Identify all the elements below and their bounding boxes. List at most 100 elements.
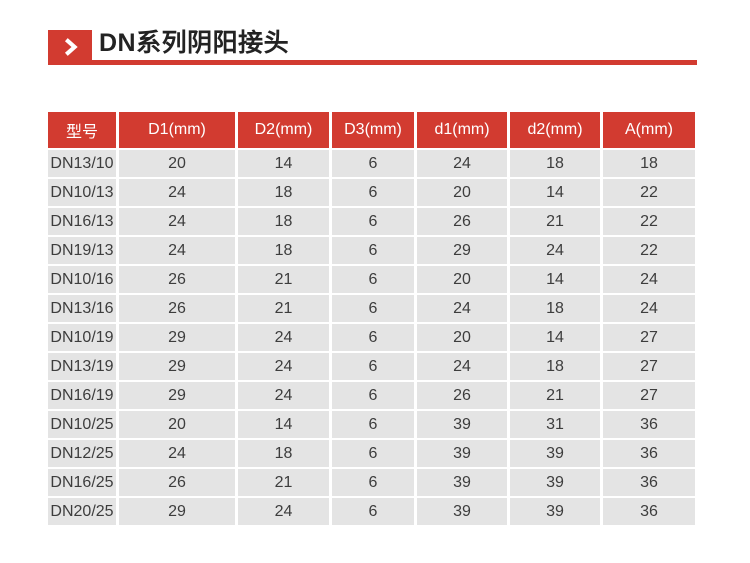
cell-value: 24 xyxy=(238,382,329,409)
page-title: DN系列阴阳接头 xyxy=(99,29,290,57)
cell-value: 18 xyxy=(510,353,600,380)
cell-value: 18 xyxy=(238,179,329,206)
cell-value: 26 xyxy=(417,382,507,409)
cell-value: 6 xyxy=(332,469,414,496)
cell-value: 21 xyxy=(510,208,600,235)
cell-value: 21 xyxy=(238,295,329,322)
cell-value: 29 xyxy=(119,324,235,351)
cell-value: 20 xyxy=(417,179,507,206)
cell-model: DN10/25 xyxy=(48,411,116,438)
cell-value: 24 xyxy=(119,237,235,264)
cell-model: DN10/16 xyxy=(48,266,116,293)
column-header: 型号 xyxy=(48,112,116,148)
cell-value: 6 xyxy=(332,411,414,438)
cell-value: 39 xyxy=(510,498,600,525)
title-underline xyxy=(48,60,697,65)
table-row: DN19/13 24 18 6 29 24 22 xyxy=(48,237,695,264)
cell-value: 14 xyxy=(510,179,600,206)
cell-value: 36 xyxy=(603,469,695,496)
table-row: DN10/19 29 24 6 20 14 27 xyxy=(48,324,695,351)
cell-value: 14 xyxy=(238,150,329,177)
cell-value: 14 xyxy=(510,266,600,293)
cell-value: 6 xyxy=(332,237,414,264)
column-header: D2(mm) xyxy=(238,112,329,148)
cell-value: 39 xyxy=(510,469,600,496)
cell-value: 20 xyxy=(119,411,235,438)
table-row: DN10/16 26 21 6 20 14 24 xyxy=(48,266,695,293)
cell-value: 36 xyxy=(603,411,695,438)
cell-value: 21 xyxy=(510,382,600,409)
cell-value: 18 xyxy=(510,295,600,322)
table-row: DN20/25 29 24 6 39 39 36 xyxy=(48,498,695,525)
cell-value: 6 xyxy=(332,440,414,467)
column-header: d2(mm) xyxy=(510,112,600,148)
table-row: DN10/13 24 18 6 20 14 22 xyxy=(48,179,695,206)
cell-value: 18 xyxy=(510,150,600,177)
table-row: DN13/19 29 24 6 24 18 27 xyxy=(48,353,695,380)
cell-model: DN13/16 xyxy=(48,295,116,322)
cell-value: 22 xyxy=(603,237,695,264)
cell-value: 26 xyxy=(417,208,507,235)
cell-value: 29 xyxy=(119,353,235,380)
cell-value: 26 xyxy=(119,295,235,322)
cell-model: DN16/25 xyxy=(48,469,116,496)
cell-value: 24 xyxy=(510,237,600,264)
cell-value: 6 xyxy=(332,295,414,322)
cell-value: 24 xyxy=(119,208,235,235)
cell-model: DN10/19 xyxy=(48,324,116,351)
cell-value: 24 xyxy=(238,324,329,351)
cell-model: DN10/13 xyxy=(48,179,116,206)
table-row: DN16/19 29 24 6 26 21 27 xyxy=(48,382,695,409)
cell-value: 18 xyxy=(238,208,329,235)
chevron-right-icon xyxy=(48,30,92,63)
column-header: A(mm) xyxy=(603,112,695,148)
cell-value: 20 xyxy=(417,266,507,293)
cell-value: 22 xyxy=(603,208,695,235)
table-row: DN10/25 20 14 6 39 31 36 xyxy=(48,411,695,438)
cell-value: 29 xyxy=(417,237,507,264)
cell-value: 18 xyxy=(238,237,329,264)
cell-model: DN19/13 xyxy=(48,237,116,264)
cell-value: 26 xyxy=(119,266,235,293)
cell-value: 20 xyxy=(417,324,507,351)
column-header: d1(mm) xyxy=(417,112,507,148)
cell-value: 27 xyxy=(603,353,695,380)
cell-model: DN13/10 xyxy=(48,150,116,177)
cell-value: 6 xyxy=(332,179,414,206)
cell-model: DN20/25 xyxy=(48,498,116,525)
cell-value: 36 xyxy=(603,498,695,525)
table-header-row: 型号 D1(mm) D2(mm) D3(mm) d1(mm) d2(mm) A(mm) xyxy=(48,112,695,148)
cell-value: 39 xyxy=(417,411,507,438)
cell-value: 18 xyxy=(238,440,329,467)
cell-value: 6 xyxy=(332,382,414,409)
cell-value: 24 xyxy=(119,179,235,206)
cell-value: 6 xyxy=(332,208,414,235)
cell-value: 31 xyxy=(510,411,600,438)
cell-value: 6 xyxy=(332,266,414,293)
table-row: DN16/13 24 18 6 26 21 22 xyxy=(48,208,695,235)
cell-value: 21 xyxy=(238,266,329,293)
cell-value: 22 xyxy=(603,179,695,206)
cell-value: 24 xyxy=(417,150,507,177)
cell-model: DN16/13 xyxy=(48,208,116,235)
cell-value: 27 xyxy=(603,324,695,351)
cell-model: DN16/19 xyxy=(48,382,116,409)
cell-value: 29 xyxy=(119,498,235,525)
cell-value: 21 xyxy=(238,469,329,496)
cell-value: 39 xyxy=(417,498,507,525)
cell-value: 27 xyxy=(603,382,695,409)
cell-value: 6 xyxy=(332,353,414,380)
cell-value: 6 xyxy=(332,324,414,351)
cell-value: 24 xyxy=(417,353,507,380)
cell-value: 36 xyxy=(603,440,695,467)
table-row: DN16/25 26 21 6 39 39 36 xyxy=(48,469,695,496)
cell-value: 39 xyxy=(510,440,600,467)
table-row: DN13/10 20 14 6 24 18 18 xyxy=(48,150,695,177)
cell-value: 24 xyxy=(238,353,329,380)
cell-model: DN12/25 xyxy=(48,440,116,467)
cell-value: 39 xyxy=(417,440,507,467)
cell-value: 29 xyxy=(119,382,235,409)
cell-value: 24 xyxy=(603,295,695,322)
column-header: D3(mm) xyxy=(332,112,414,148)
